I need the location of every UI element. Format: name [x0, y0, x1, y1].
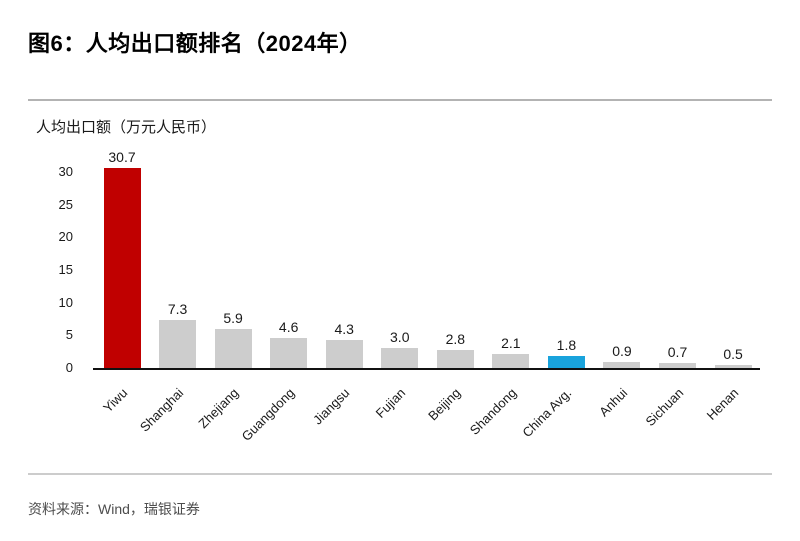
value-label-jiangsu: 4.3 [334, 320, 354, 337]
value-label-sichuan: 0.7 [667, 344, 688, 361]
bar-anhui [603, 362, 641, 368]
bar-chart: 0 5 10 15 20 25 30 30.7 Yiwu 7.3 Shanghai 5.9 Zhejia… [58, 148, 760, 444]
y-tick-label: 15 [58, 262, 73, 278]
x-axis-line [93, 368, 760, 370]
bar-shanghai [159, 320, 197, 368]
y-tick-label: 10 [58, 294, 73, 310]
source-note: 资料来源：Wind，瑞银证券 [28, 501, 200, 517]
top-divider [28, 99, 772, 101]
bar-china-avg- [547, 356, 585, 368]
y-tick-label: 30 [58, 164, 73, 180]
y-tick-label: 25 [58, 196, 73, 212]
footer-divider [28, 473, 772, 475]
bar-henan [714, 364, 752, 368]
y-tick-label: 20 [58, 229, 73, 245]
bar-guangdong [270, 337, 308, 368]
value-label-shanghai: 7.3 [167, 301, 188, 318]
bar-yiwu [103, 167, 141, 368]
y-tick-label: 5 [65, 327, 73, 343]
bar-zhejiang [214, 329, 252, 368]
value-label-fujian: 3.0 [390, 329, 410, 346]
value-label-guangdong: 4.6 [278, 318, 299, 335]
category-label-yiwu: Yiwu [100, 385, 131, 416]
value-label-beijing: 2.8 [445, 330, 466, 347]
bar-sichuan [659, 363, 696, 368]
y-tick-label: 0 [65, 360, 73, 375]
y-axis-title: 人均出口额（万元人民币） [36, 119, 217, 136]
value-label-anhui: 0.9 [612, 343, 632, 360]
value-label-china-avg-: 1.8 [556, 337, 577, 354]
value-label-henan: 0.5 [723, 345, 743, 362]
value-label-shandong: 2.1 [501, 335, 521, 352]
value-label-zhejiang: 5.9 [223, 310, 243, 327]
figure-title: 图6：人均出口额排名（2024年） [28, 31, 362, 56]
bar-fujian [381, 348, 419, 368]
value-label-yiwu: 30.7 [108, 148, 136, 165]
bar-jiangsu [325, 339, 363, 368]
bar-shandong [492, 354, 530, 368]
bar-beijing [436, 349, 474, 368]
